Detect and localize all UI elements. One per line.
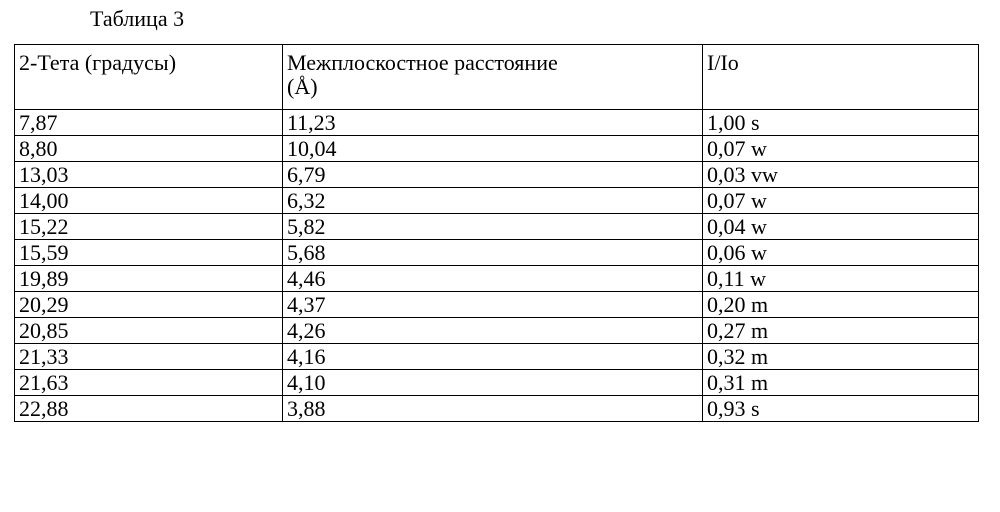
- header-interplanar-distance-line1: Межплоскостное расстояние: [287, 50, 558, 75]
- cell-interplanar-distance: 5,68: [282, 239, 703, 266]
- header-two-theta: 2-Тета (градусы): [14, 44, 283, 110]
- cell-interplanar-distance: 4,10: [282, 369, 703, 396]
- cell-relative-intensity: 0,06 w: [702, 239, 979, 266]
- cell-relative-intensity: 0,07 w: [702, 135, 979, 162]
- cell-relative-intensity: 0,07 w: [702, 187, 979, 214]
- table-row: 13,03 6,79 0,03 vw: [14, 161, 979, 188]
- table-row: 21,33 4,16 0,32 m: [14, 343, 979, 370]
- cell-two-theta: 13,03: [14, 161, 283, 188]
- cell-relative-intensity: 0,27 m: [702, 317, 979, 344]
- cell-interplanar-distance: 6,32: [282, 187, 703, 214]
- cell-two-theta: 15,59: [14, 239, 283, 266]
- cell-interplanar-distance: 4,46: [282, 265, 703, 292]
- table-row: 7,87 11,23 1,00 s: [14, 109, 979, 136]
- xrd-peaks-table: 2-Тета (градусы) Межплоскостное расстоян…: [14, 44, 979, 422]
- cell-two-theta: 20,85: [14, 317, 283, 344]
- cell-two-theta: 8,80: [14, 135, 283, 162]
- table-row: 14,00 6,32 0,07 w: [14, 187, 979, 214]
- cell-relative-intensity: 0,93 s: [702, 395, 979, 422]
- table-row: 20,85 4,26 0,27 m: [14, 317, 979, 344]
- cell-two-theta: 14,00: [14, 187, 283, 214]
- cell-interplanar-distance: 6,79: [282, 161, 703, 188]
- cell-interplanar-distance: 10,04: [282, 135, 703, 162]
- cell-interplanar-distance: 4,16: [282, 343, 703, 370]
- cell-interplanar-distance: 11,23: [282, 109, 703, 136]
- cell-interplanar-distance: 4,37: [282, 291, 703, 318]
- cell-interplanar-distance: 3,88: [282, 395, 703, 422]
- table-row: 8,80 10,04 0,07 w: [14, 135, 979, 162]
- table-row: 15,59 5,68 0,06 w: [14, 239, 979, 266]
- table-body: 7,87 11,23 1,00 s 8,80 10,04 0,07 w 13,03 6,79 0…: [14, 109, 979, 422]
- cell-two-theta: 7,87: [14, 109, 283, 136]
- cell-two-theta: 20,29: [14, 291, 283, 318]
- table-row: 20,29 4,37 0,20 m: [14, 291, 979, 318]
- cell-relative-intensity: 0,04 w: [702, 213, 979, 240]
- table-row: 19,89 4,46 0,11 w: [14, 265, 979, 292]
- cell-relative-intensity: 1,00 s: [702, 109, 979, 136]
- cell-relative-intensity: 0,32 m: [702, 343, 979, 370]
- header-relative-intensity: I/Io: [702, 44, 979, 110]
- cell-relative-intensity: 0,20 m: [702, 291, 979, 318]
- cell-relative-intensity: 0,31 m: [702, 369, 979, 396]
- cell-two-theta: 15,22: [14, 213, 283, 240]
- cell-two-theta: 22,88: [14, 395, 283, 422]
- cell-relative-intensity: 0,11 w: [702, 265, 979, 292]
- header-interplanar-distance: Межплоскостное расстояние (Å): [282, 44, 703, 110]
- cell-two-theta: 21,63: [14, 369, 283, 396]
- cell-interplanar-distance: 4,26: [282, 317, 703, 344]
- table-row: 15,22 5,82 0,04 w: [14, 213, 979, 240]
- table-row: 21,63 4,10 0,31 m: [14, 369, 979, 396]
- table-row: 22,88 3,88 0,93 s: [14, 395, 979, 422]
- cell-interplanar-distance: 5,82: [282, 213, 703, 240]
- cell-relative-intensity: 0,03 vw: [702, 161, 979, 188]
- table-header-row: 2-Тета (градусы) Межплоскостное расстоян…: [14, 44, 979, 110]
- cell-two-theta: 21,33: [14, 343, 283, 370]
- cell-two-theta: 19,89: [14, 265, 283, 292]
- header-interplanar-distance-line2: (Å): [287, 74, 318, 99]
- table-caption: Таблица 3: [90, 6, 185, 31]
